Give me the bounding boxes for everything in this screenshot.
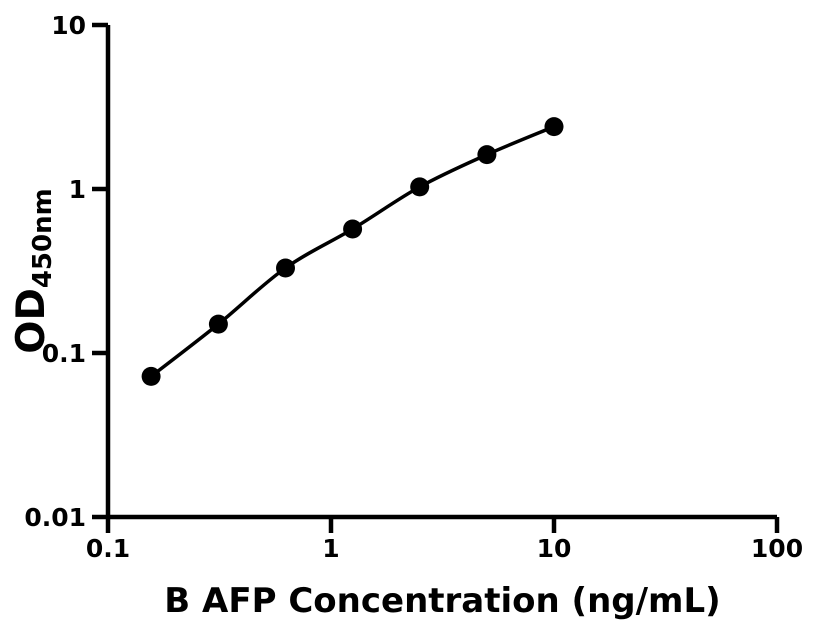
data-point	[343, 219, 363, 239]
data-point	[141, 366, 161, 386]
data-point	[477, 145, 497, 165]
data-point	[208, 314, 228, 334]
data-point	[544, 117, 564, 137]
y-tick-label: 0.01	[24, 503, 86, 532]
x-tick-label: 0.1	[86, 534, 130, 563]
y-tick-label: 1	[69, 175, 86, 204]
x-tick-label: 1	[322, 534, 339, 563]
x-axis-title: B AFP Concentration (ng/mL)	[164, 581, 720, 621]
data-point	[276, 258, 295, 278]
x-tick-label: 100	[751, 534, 803, 563]
data-point	[410, 177, 430, 197]
x-tick-label: 10	[537, 534, 572, 563]
y-axis-title: OD450nm	[9, 188, 58, 353]
standard-curve-line	[149, 124, 556, 379]
y-tick-label: 10	[51, 11, 86, 40]
y-tick-label: 0.1	[42, 339, 86, 368]
